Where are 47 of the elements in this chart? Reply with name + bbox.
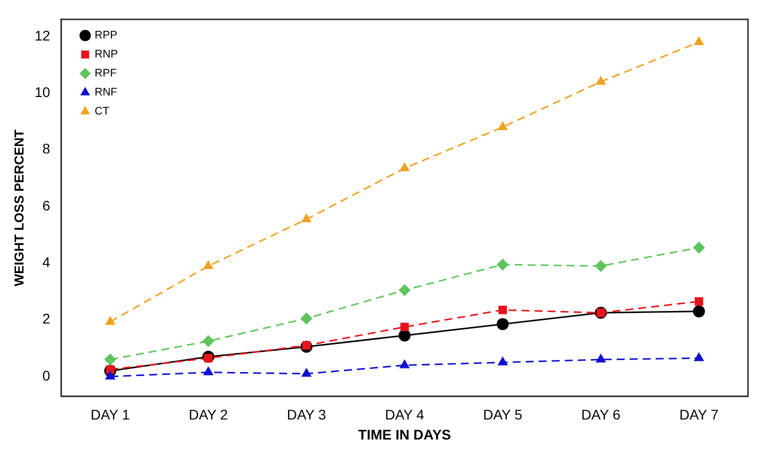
y-tick-label: 2 <box>42 310 50 327</box>
point <box>692 305 705 318</box>
x-tick-label: DAY 6 <box>581 406 621 423</box>
point <box>596 354 606 363</box>
point <box>203 366 214 376</box>
point <box>300 312 312 324</box>
point <box>496 318 509 330</box>
point <box>399 162 410 172</box>
x-axis-title: TIME IN DAYS <box>358 426 452 442</box>
point <box>105 316 116 325</box>
point <box>202 335 214 348</box>
legend-label: RPP <box>94 30 118 42</box>
x-tick-label: DAY 2 <box>188 406 228 423</box>
y-axis-title: WEIGHT LOSS PERCENT <box>11 129 26 286</box>
point <box>203 260 214 270</box>
point <box>301 213 312 222</box>
x-tick-label: DAY 5 <box>483 406 522 423</box>
point <box>399 359 410 368</box>
point <box>498 306 507 314</box>
x-tick-label: DAY 7 <box>679 406 719 423</box>
point <box>496 258 509 271</box>
legend-label: RNF <box>94 86 118 99</box>
point <box>105 370 116 380</box>
y-tick-label: 8 <box>42 140 50 157</box>
point <box>104 354 116 366</box>
point <box>694 36 704 46</box>
legend-label: RNP <box>94 48 118 61</box>
y-tick-label: 6 <box>42 197 50 214</box>
y-tick-label: 0 <box>42 367 50 384</box>
x-tick-label: DAY 3 <box>286 406 326 423</box>
x-tick-label: DAY 4 <box>385 406 424 423</box>
point <box>694 352 704 362</box>
point <box>594 260 607 272</box>
point <box>301 368 312 377</box>
y-tick-label: 12 <box>34 27 50 44</box>
legend-label: CT <box>94 106 110 118</box>
point <box>398 284 411 296</box>
point <box>692 242 705 254</box>
point <box>694 297 704 306</box>
y-tick-label: 4 <box>42 254 50 270</box>
point <box>498 121 508 130</box>
y-tick-label: 10 <box>34 84 50 100</box>
x-tick-label: DAY 1 <box>90 406 130 423</box>
point <box>400 322 409 332</box>
point <box>498 356 508 366</box>
legend-label: RPF <box>94 68 117 80</box>
point <box>596 76 606 85</box>
